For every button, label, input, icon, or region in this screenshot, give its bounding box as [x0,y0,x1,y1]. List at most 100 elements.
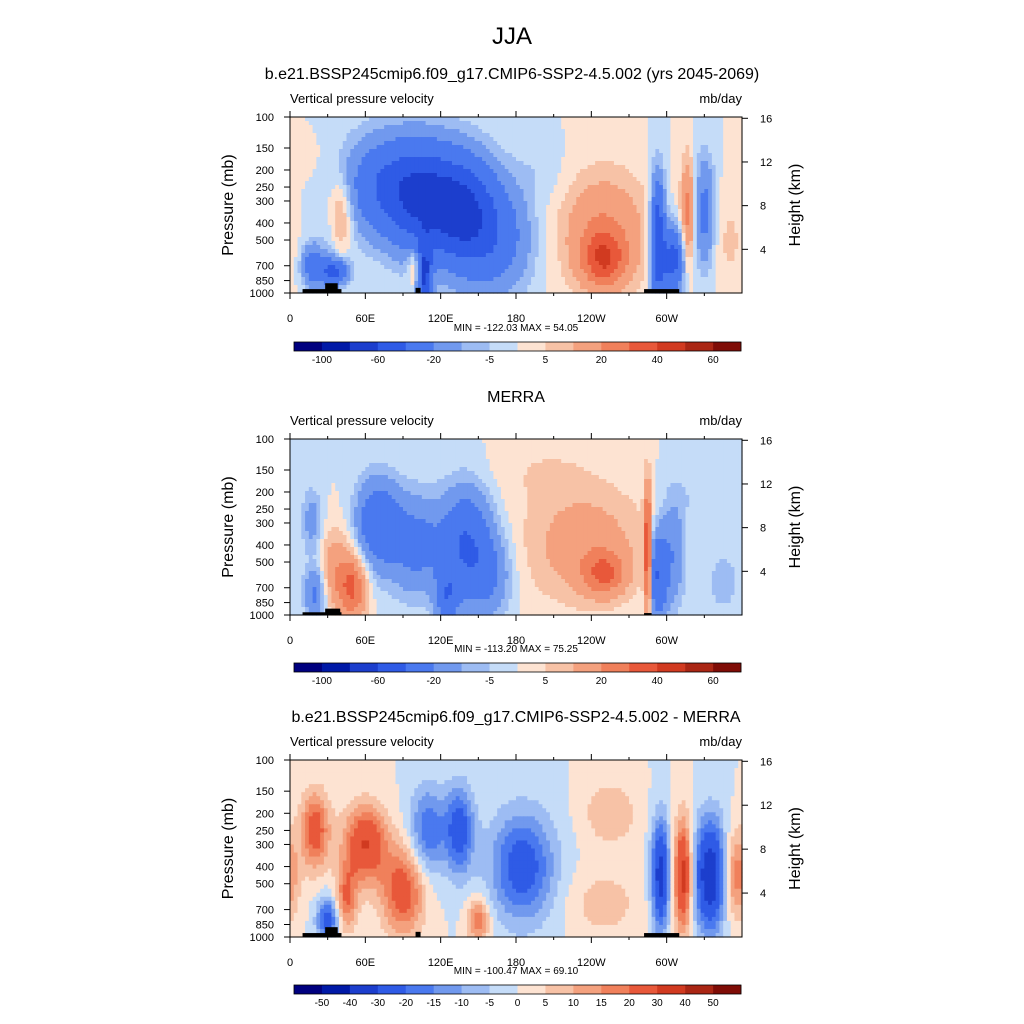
y-tick-label: 300 [256,518,274,530]
y-tick-label: 400 [256,862,274,874]
x-tick-label: 180 [507,313,525,325]
y2-axis-title: Height (km) [787,164,804,247]
y-tick-label: 500 [256,879,274,891]
colorbar-label: 15 [596,998,608,1009]
colorbar-swatch [685,663,714,672]
colorbar-swatch [294,342,323,351]
colorbar-label: 60 [708,676,720,687]
y2-tick-label: 4 [760,888,766,900]
colorbar-swatch [657,342,686,351]
y-tick-label: 1000 [250,932,274,944]
colorbar-swatch [461,663,490,672]
colorbar-label: -100 [312,676,332,687]
y2-axis-title: Height (km) [787,486,804,569]
x-tick-label: 60E [356,313,376,325]
x-tick-label: 180 [507,957,525,969]
colorbar-swatch [685,342,714,351]
topography [325,608,341,615]
y-tick-label: 700 [256,583,274,595]
colorbar-swatch [321,342,351,351]
panel-1: b.e21.BSSP245cmip6.f09_g17.CMIP6-SSP2-4.… [220,66,804,366]
x-tick-label: 180 [507,635,525,647]
contour-field [290,439,743,616]
x-tick-label: 60W [655,957,678,969]
colorbar-swatch [405,663,434,672]
colorbar-label: 60 [708,355,720,366]
colorbar-label: -30 [371,998,386,1009]
colorbar-swatch [405,985,434,994]
y2-tick-label: 8 [760,523,766,535]
colorbar-swatch [601,342,630,351]
panel-1-colorbar: -100 -60 -20 -5 5 20 40 60 [293,341,742,366]
x-tick-label: 0 [287,957,293,969]
colorbar-swatch [349,342,379,351]
colorbar-label: 20 [624,998,636,1009]
x-tick-label: 60E [356,635,376,647]
colorbar-swatch [713,342,742,351]
colorbar-label: 30 [652,998,664,1009]
y-tick-label: 100 [256,755,274,767]
panel-3-left-label: Vertical pressure velocity [290,734,434,749]
colorbar-label: -20 [399,998,414,1009]
colorbar-swatch [489,985,518,994]
y2-tick-label: 16 [760,756,772,768]
colorbar-swatch [629,663,658,672]
colorbar-swatch [573,342,602,351]
panel-2-plot: 0 60E 120E 180 120W 60W 100 150 200 250 300 400 500 7… [220,433,804,647]
colorbar-swatch [545,663,574,672]
y-tick-label: 150 [256,143,274,155]
colorbar-label: 40 [652,676,664,687]
colorbar-swatch [461,985,490,994]
colorbar-swatch [489,342,518,351]
x-tick-label: 120W [577,957,606,969]
topography [415,931,421,937]
colorbar-swatch [685,985,714,994]
y-tick-label: 100 [256,434,274,446]
y-axis-title: Pressure (mb) [220,798,237,899]
colorbar-swatch [601,663,630,672]
colorbar-swatch [601,985,630,994]
y-tick-label: 200 [256,808,274,820]
colorbar-swatch [629,342,658,351]
x-tick-label: 60W [655,313,678,325]
x-tick-label: 120W [577,313,606,325]
y-tick-label: 700 [256,905,274,917]
colorbar-label: 20 [596,355,608,366]
panel-3-right-label: mb/day [699,734,742,749]
panel-3-plot: 0 60E 120E 180 120W 60W 100 150 200 250 300 400 500 7… [220,754,804,969]
x-tick-label: 120E [428,635,454,647]
y-tick-label: 150 [256,786,274,798]
colorbar-swatch [321,663,351,672]
colorbar-label: 10 [568,998,580,1009]
colorbar-label: -20 [426,676,441,687]
y2-tick-label: 8 [760,201,766,213]
colorbar-label: 50 [708,998,720,1009]
x-tick-label: 60E [356,957,376,969]
y-tick-label: 850 [256,276,274,288]
contour-field [290,760,743,938]
colorbar-swatch [461,342,490,351]
topography [325,927,338,937]
x-tick-label: 120W [577,635,606,647]
x-tick-label: 120E [428,313,454,325]
panel-3-stats: MIN = -100.47 MAX = 69.10 [454,966,579,977]
colorbar-label: -50 [315,998,330,1009]
y2-tick-label: 16 [760,435,772,447]
panel-1-right-label: mb/day [699,91,742,106]
y2-tick-label: 4 [760,566,766,578]
y-tick-label: 150 [256,465,274,477]
colorbar-swatch [489,663,518,672]
colorbar-label: -5 [485,355,494,366]
topography [415,287,421,293]
x-tick-label: 120E [428,957,454,969]
colorbar-swatch [433,985,462,994]
colorbar-swatch [349,663,379,672]
colorbar-label: -60 [371,676,386,687]
y-tick-label: 500 [256,235,274,247]
y2-tick-label: 8 [760,844,766,856]
colorbar-swatch [377,985,407,994]
colorbar-swatch [657,663,686,672]
y-tick-label: 300 [256,196,274,208]
panel-2-left-label: Vertical pressure velocity [290,413,434,428]
